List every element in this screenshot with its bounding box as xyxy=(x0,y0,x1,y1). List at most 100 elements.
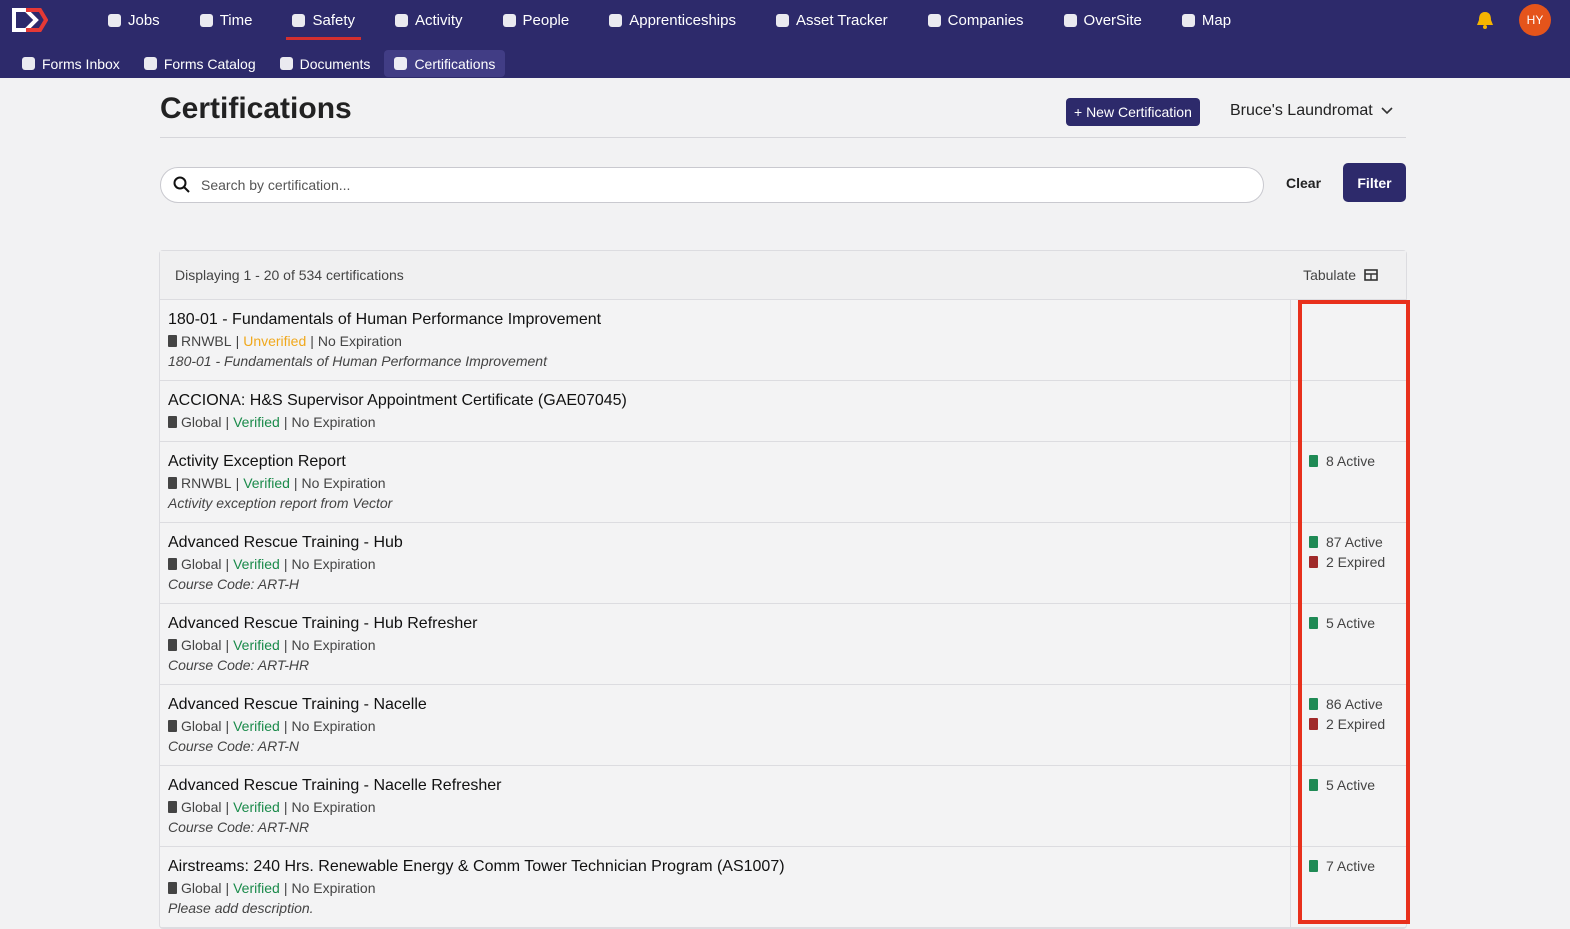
expiration: No Expiration xyxy=(291,799,376,815)
count-label: 5 Active xyxy=(1326,615,1376,631)
nav-label: Time xyxy=(219,11,253,29)
row-meta: RNWBL | Verified | No Expiration xyxy=(168,473,1282,493)
row-title: Advanced Rescue Training - Hub xyxy=(168,534,403,551)
notifications[interactable] xyxy=(1475,10,1495,30)
sub-nav-item[interactable]: Certifications xyxy=(384,50,506,77)
sub-nav-label: Forms Inbox xyxy=(42,55,120,72)
sub-nav-icon xyxy=(279,57,293,70)
count-icon xyxy=(1309,779,1318,791)
row-title: Advanced Rescue Training - Hub Refresher xyxy=(168,615,478,632)
count-label: 86 Active xyxy=(1326,696,1383,712)
scope: Global xyxy=(181,556,222,572)
certification-row[interactable]: 180-01 - Fundamentals of Human Performan… xyxy=(160,300,1406,381)
avatar[interactable]: HY xyxy=(1519,4,1551,36)
nav-icon xyxy=(1063,13,1077,27)
logo[interactable] xyxy=(12,6,48,34)
count-icon xyxy=(1309,455,1318,467)
row-description: Course Code: ART-N xyxy=(168,738,299,754)
status: Verified xyxy=(233,637,280,653)
company-select[interactable]: Bruce's Laundromat xyxy=(1230,102,1393,120)
row-main: Advanced Rescue Training - Hub Refresher… xyxy=(160,604,1290,684)
separator: | xyxy=(225,414,230,430)
building-icon xyxy=(168,477,177,489)
row-main: 180-01 - Fundamentals of Human Performan… xyxy=(160,300,1290,380)
certification-row[interactable]: Airstreams: 240 Hrs. Renewable Energy & … xyxy=(160,847,1406,928)
nav-icon xyxy=(502,13,516,27)
separator: | xyxy=(225,799,230,815)
nav-icon xyxy=(199,13,213,27)
certification-row[interactable]: Advanced Rescue Training - Nacelle Global… xyxy=(160,685,1406,766)
row-description: Course Code: ART-HR xyxy=(168,657,310,673)
row-meta: Global | Verified | No Expiration xyxy=(168,716,1282,736)
nav-label: Jobs xyxy=(128,11,160,29)
certification-row[interactable]: Advanced Rescue Training - Hub Global | Ver… xyxy=(160,523,1406,604)
row-counts: 86 Active 2 Expired xyxy=(1290,685,1398,765)
count: 8 Active xyxy=(1309,451,1398,471)
certification-row[interactable]: ACCIONA: H&S Supervisor Appointment Cert… xyxy=(160,381,1406,442)
separator: | xyxy=(225,718,230,734)
rows: 180-01 - Fundamentals of Human Performan… xyxy=(160,300,1406,928)
scope: Global xyxy=(181,718,222,734)
sub-nav-item[interactable]: Forms Catalog xyxy=(134,50,266,77)
page-title: Certifications xyxy=(160,92,352,125)
row-counts: 87 Active 2 Expired xyxy=(1290,523,1398,603)
separator: | xyxy=(293,475,298,491)
divider xyxy=(160,137,1406,138)
expiration: No Expiration xyxy=(301,475,386,491)
nav-item[interactable]: Apprenticeships xyxy=(589,0,756,40)
nav-item[interactable]: Activity xyxy=(375,0,483,40)
row-counts: 8 Active xyxy=(1290,442,1398,522)
certification-row[interactable]: Advanced Rescue Training - Nacelle Refre… xyxy=(160,766,1406,847)
sub-nav: Forms Inbox Forms Catalog Documents Certifi… xyxy=(12,50,506,77)
clear-button[interactable]: Clear xyxy=(1286,175,1322,191)
row-title: Advanced Rescue Training - Nacelle xyxy=(168,696,427,713)
nav-icon xyxy=(609,13,623,27)
search-box[interactable]: Search by certification... xyxy=(160,167,1264,203)
nav-item[interactable]: Asset Tracker xyxy=(756,0,908,40)
nav-item[interactable]: Map xyxy=(1162,0,1251,40)
certification-row[interactable]: Activity Exception Report RNWBL | Verified |… xyxy=(160,442,1406,523)
count: 2 Expired xyxy=(1309,714,1398,734)
separator: | xyxy=(283,556,288,572)
tabulate[interactable]: Tabulate xyxy=(1303,267,1378,283)
nav-item[interactable]: Companies xyxy=(908,0,1044,40)
row-main: Advanced Rescue Training - Nacelle Global… xyxy=(160,685,1290,765)
sub-nav-icon xyxy=(22,57,35,70)
row-meta: Global | Verified | No Expiration xyxy=(168,412,1282,432)
nav-icon xyxy=(1181,13,1195,27)
certification-row[interactable]: Advanced Rescue Training - Hub Refresher… xyxy=(160,604,1406,685)
main-nav: Jobs Time Safety Activity People Apprenticesh… xyxy=(88,0,1251,40)
status: Verified xyxy=(233,799,280,815)
row-main: Advanced Rescue Training - Nacelle Refre… xyxy=(160,766,1290,846)
new-button[interactable]: + New Certification xyxy=(1066,98,1200,126)
building-icon xyxy=(168,801,177,813)
tabulate-label: Tabulate xyxy=(1303,267,1356,283)
nav-item[interactable]: Jobs xyxy=(88,0,180,40)
nav-item[interactable]: Time xyxy=(180,0,273,40)
building-icon xyxy=(168,720,177,732)
chevron xyxy=(1381,107,1393,115)
search-placeholder: Search by certification... xyxy=(201,177,351,193)
nav-icon xyxy=(395,13,408,27)
sub-nav-icon xyxy=(394,57,408,70)
sub-nav-item[interactable]: Forms Inbox xyxy=(12,50,130,77)
expiration: No Expiration xyxy=(317,333,402,349)
row-main: Airstreams: 240 Hrs. Renewable Energy & … xyxy=(160,847,1290,927)
sub-nav-item[interactable]: Documents xyxy=(270,50,381,77)
row-meta: RNWBL | Unverified | No Expiration xyxy=(168,331,1282,351)
building-icon xyxy=(168,558,177,570)
separator: | xyxy=(235,333,240,349)
row-title: Airstreams: 240 Hrs. Renewable Energy & … xyxy=(168,858,785,875)
nav-item[interactable]: People xyxy=(483,0,590,40)
count: 7 Active xyxy=(1309,856,1398,876)
search-icon xyxy=(173,176,190,193)
count-icon xyxy=(1309,698,1318,710)
nav-item[interactable]: Safety xyxy=(272,0,375,40)
nav-icon xyxy=(108,13,121,27)
filter-button[interactable]: Filter xyxy=(1343,163,1406,202)
count-icon xyxy=(1309,556,1318,568)
nav-item[interactable]: OverSite xyxy=(1044,0,1162,40)
status: Verified xyxy=(233,880,280,896)
